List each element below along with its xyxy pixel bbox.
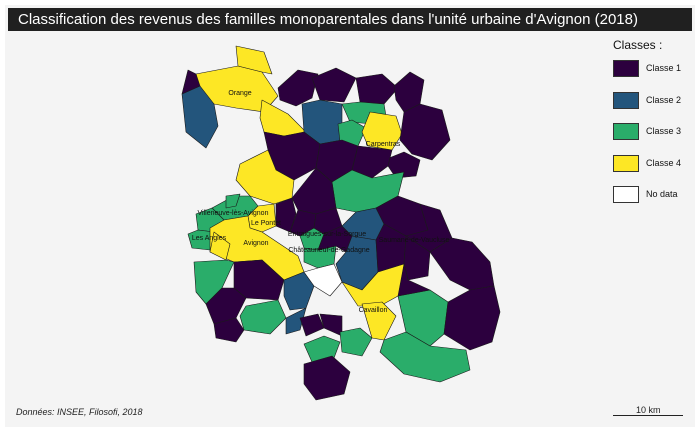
legend-swatch [613,155,639,172]
map-title: Classification des revenus des familles … [18,11,638,28]
commune-region [239,299,287,335]
commune-region [277,69,319,107]
legend-swatch [613,60,639,77]
legend-title: Classes : [613,38,663,52]
commune-region [181,69,201,95]
commune-region [303,335,341,363]
commune-region [429,237,495,291]
legend-item-classe-2: Classe 2 [613,92,693,110]
commune-region [361,301,397,341]
commune-region [339,327,373,357]
commune-region [235,45,273,75]
commune-region [351,145,393,179]
commune-region [399,103,451,161]
city-label-villeneuve: Villeneuve-lès-Avignon [198,210,269,217]
legend-item-no-data: No data [613,186,693,204]
commune-region [213,317,245,343]
legend-item-classe-1: Classe 1 [613,60,693,78]
scale-label: 10 km [636,405,661,415]
city-label-carpentras: Carpentras [366,141,401,148]
commune-region [299,313,325,337]
legend-label: Classe 2 [646,95,682,105]
city-label-cavaillon: Cavaillon [359,307,388,314]
city-label-orange: Orange [228,90,251,97]
legend-swatch [613,186,639,203]
commune-region [397,263,431,297]
commune-region [355,73,399,105]
city-label-entraigues: Entraigues-sur-la-Sorgue [288,231,366,238]
data-source: Données: INSEE, Filosofi, 2018 [16,407,143,417]
commune-region [285,307,307,335]
city-label-le-pontet: Le Pontet [251,220,281,227]
legend-label: Classe 1 [646,63,682,73]
commune-region [319,313,343,337]
city-label-chateauneuf: Châteauneuf-de-Gadagne [288,247,369,254]
commune-region [225,193,241,209]
city-labels: Orange Carpentras Villeneuve-lès-Avignon… [192,90,450,314]
commune-region [303,355,351,401]
commune-region [379,331,471,383]
legend-swatch [613,92,639,109]
legend-swatch [613,123,639,140]
commune-region [443,285,501,351]
legend-label: No data [646,189,678,199]
commune-region [259,99,307,137]
commune-region [337,119,367,147]
title-bar: Classification des revenus des familles … [8,8,692,31]
legend-item-classe-3: Classe 3 [613,123,693,141]
legend-label: Classe 3 [646,126,682,136]
legend-item-classe-4: Classe 4 [613,155,693,173]
city-label-saumane: Saumane-de-Vaucluse [379,237,450,244]
commune-region [311,67,357,103]
legend-label: Classe 4 [646,158,682,168]
scale-bar [613,415,683,416]
city-label-avignon: Avignon [243,240,268,247]
city-label-les-angles: Les Angles [192,235,227,242]
